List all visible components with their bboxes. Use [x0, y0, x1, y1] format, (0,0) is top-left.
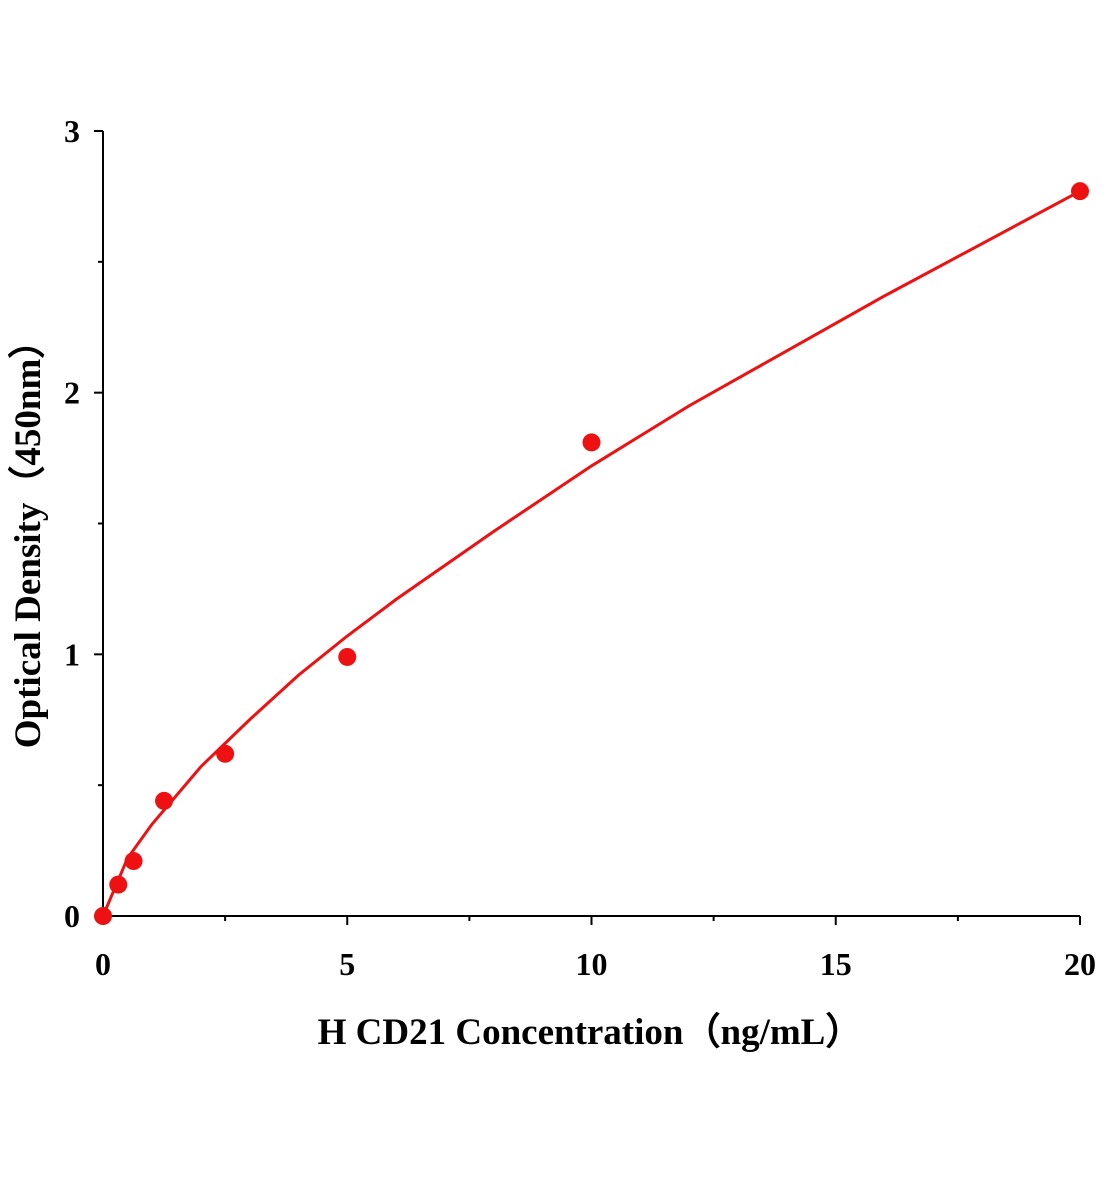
- y-tick-label: 0: [64, 898, 80, 934]
- y-tick-label: 2: [64, 375, 80, 411]
- x-tick-label: 15: [820, 946, 852, 982]
- y-tick-label: 1: [64, 636, 80, 672]
- y-axis-title: Optical Density（450nm）: [7, 322, 49, 749]
- data-point: [155, 791, 174, 810]
- x-tick-label: 5: [339, 946, 355, 982]
- data-point: [216, 744, 235, 763]
- data-point: [582, 433, 601, 452]
- data-point: [109, 875, 128, 894]
- data-point: [94, 907, 112, 925]
- fit-curve: [101, 189, 1081, 917]
- x-tick-label: 10: [576, 946, 608, 982]
- data-point: [338, 647, 357, 666]
- x-tick-label: 20: [1064, 946, 1096, 982]
- data-point: [1071, 182, 1089, 201]
- y-tick-label: 3: [64, 113, 80, 149]
- x-axis-title: H CD21 Concentration（ng/mL）: [318, 1011, 863, 1053]
- data-point: [124, 852, 143, 871]
- x-tick-label: 0: [95, 946, 111, 982]
